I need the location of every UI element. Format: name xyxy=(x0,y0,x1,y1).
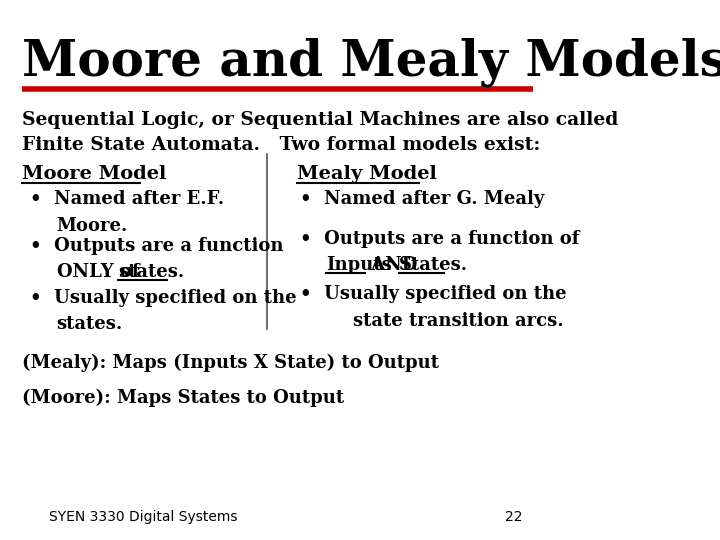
Text: Mealy Model: Mealy Model xyxy=(297,165,437,183)
Text: Sequential Logic, or Sequential Machines are also called
Finite State Automata. : Sequential Logic, or Sequential Machines… xyxy=(22,111,618,154)
Text: (Mealy): Maps (Inputs X State) to Output: (Mealy): Maps (Inputs X State) to Output xyxy=(22,354,439,372)
Text: SYEN 3330 Digital Systems: SYEN 3330 Digital Systems xyxy=(50,510,238,524)
Text: •  Usually specified on the: • Usually specified on the xyxy=(300,285,567,303)
Text: Moore Model: Moore Model xyxy=(22,165,166,183)
Text: states.: states. xyxy=(118,263,184,281)
Text: AND: AND xyxy=(365,256,424,274)
Text: Moore.: Moore. xyxy=(57,217,128,234)
Text: state transition arcs.: state transition arcs. xyxy=(353,312,563,329)
Text: •  Usually specified on the: • Usually specified on the xyxy=(30,289,297,307)
Text: ONLY of: ONLY of xyxy=(57,263,145,281)
Text: •  Outputs are a function: • Outputs are a function xyxy=(30,237,284,254)
Text: 22: 22 xyxy=(505,510,523,524)
Text: •  Outputs are a function of: • Outputs are a function of xyxy=(300,230,579,247)
Text: •  Named after E.F.: • Named after E.F. xyxy=(30,190,225,208)
Text: States.: States. xyxy=(400,256,469,274)
Text: states.: states. xyxy=(57,315,123,333)
Text: Inputs: Inputs xyxy=(326,256,392,274)
Text: •  Named after G. Mealy: • Named after G. Mealy xyxy=(300,190,544,208)
Text: Moore and Mealy Models: Moore and Mealy Models xyxy=(22,38,720,87)
Text: (Moore): Maps States to Output: (Moore): Maps States to Output xyxy=(22,389,344,407)
